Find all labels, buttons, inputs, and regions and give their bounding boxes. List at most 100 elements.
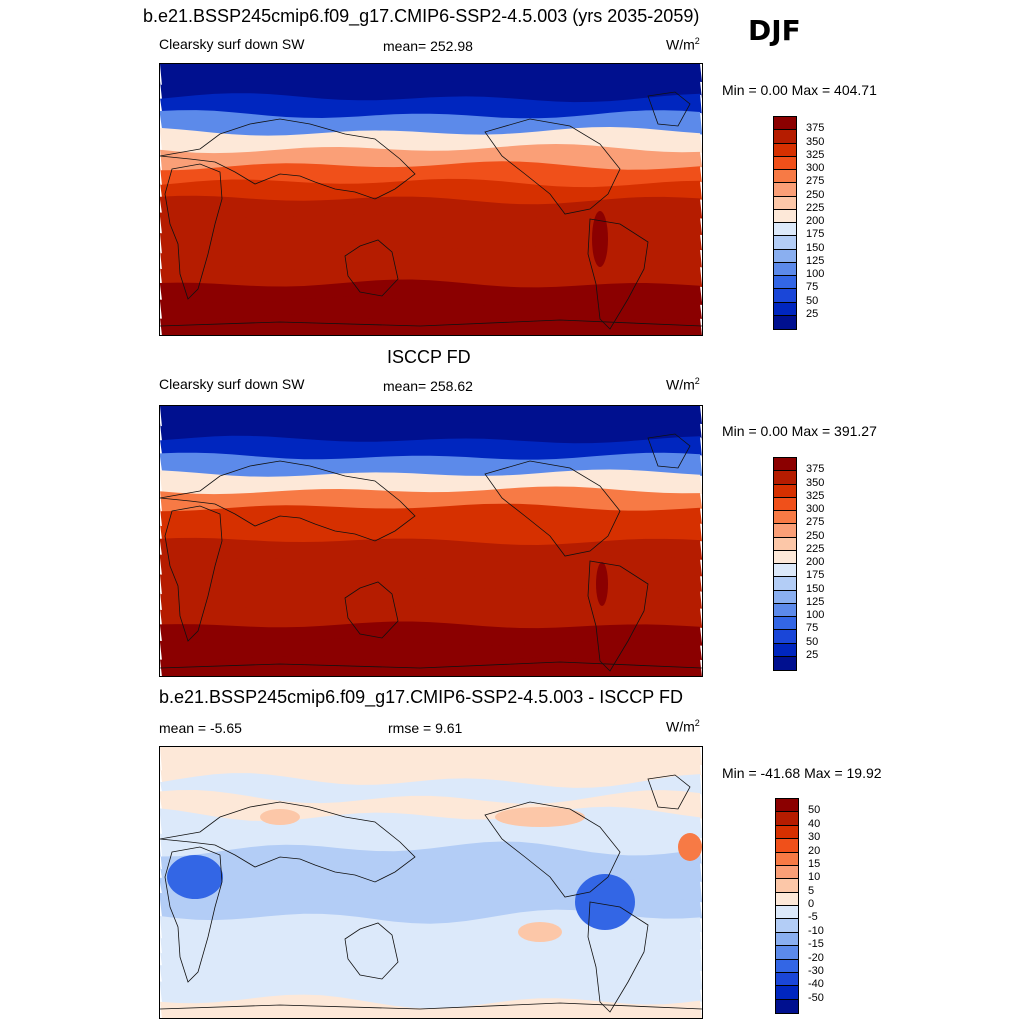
contour-band	[160, 537, 702, 563]
contour-band	[160, 655, 702, 676]
contour-band	[160, 469, 702, 496]
colorbar-swatch	[774, 497, 796, 511]
colorbar-swatch	[774, 276, 796, 290]
colorbar-tick-label: 225	[806, 542, 825, 555]
coastline	[484, 118, 621, 215]
panel3-rmse-label: rmse = 9.61	[388, 720, 463, 736]
colorbar-tick-label: -50	[808, 991, 824, 1004]
colorbar-tick-label: 175	[806, 228, 825, 241]
colorbar-tick-label: 10	[808, 871, 821, 884]
contour-band	[160, 638, 702, 664]
colorbar-swatch	[776, 825, 798, 840]
panel1-colorbar	[773, 116, 797, 330]
colorbar-tick-label: -40	[808, 978, 824, 991]
colorbar-swatch	[776, 932, 798, 947]
colorbar-tick-label: 5	[808, 884, 815, 897]
colorbar-tick-label: 325	[806, 148, 825, 161]
colorbar-tick-label: 175	[806, 569, 825, 582]
colorbar-tick-label: 15	[808, 857, 821, 870]
coastline	[160, 118, 416, 200]
contour-band	[160, 419, 702, 445]
contour-band	[160, 144, 702, 172]
colorbar-swatch	[774, 130, 796, 144]
contour-band	[160, 756, 702, 789]
colorbar-swatch	[776, 946, 798, 960]
contour-band	[160, 110, 702, 137]
colorbar-tick-label: 25	[806, 648, 819, 661]
colorbar-tick-label: 50	[806, 294, 819, 307]
colorbar-swatch	[774, 537, 796, 551]
colorbar-swatch	[776, 812, 798, 826]
colorbar-swatch	[776, 865, 798, 880]
panel1-left-label: Clearsky surf down SW	[159, 36, 305, 52]
colorbar-swatch	[776, 839, 798, 853]
colorbar-tick-label: 375	[806, 122, 825, 135]
contour-band	[160, 604, 702, 630]
colorbar-swatch	[776, 986, 798, 1000]
coastline	[344, 239, 399, 297]
panel3-minmax: Min = -41.68 Max = 19.92	[722, 765, 882, 781]
colorbar-tick-label: -15	[808, 938, 824, 951]
anomaly-patch	[167, 855, 223, 899]
colorbar-swatch	[774, 590, 796, 604]
colorbar-swatch	[774, 262, 796, 276]
panel3-mean-label: mean = -5.65	[159, 720, 242, 736]
colorbar-swatch	[774, 289, 796, 303]
colorbar-tick-label: 250	[806, 529, 825, 542]
anomaly-patch	[260, 809, 300, 825]
colorbar-tick-label: 20	[808, 844, 821, 857]
coastline	[164, 163, 223, 300]
panel1-minmax: Min = 0.00 Max = 404.71	[722, 82, 877, 98]
contour-band	[160, 245, 702, 272]
colorbar-swatch	[774, 564, 796, 578]
coastline	[164, 846, 223, 983]
colorbar-swatch	[774, 471, 796, 485]
coastline	[587, 901, 649, 1013]
contour-band	[160, 571, 702, 596]
colorbar-tick-label: 150	[806, 582, 825, 595]
panel2-minmax: Min = 0.00 Max = 391.27	[722, 423, 877, 439]
colorbar-swatch	[774, 143, 796, 157]
anomaly-patch	[575, 874, 635, 930]
anomaly-patch	[592, 211, 608, 267]
colorbar-swatch	[774, 156, 796, 170]
colorbar-swatch	[774, 617, 796, 631]
figure-title: b.e21.BSSP245cmip6.f09_g17.CMIP6-SSP2-4.…	[143, 6, 700, 26]
colorbar-swatch	[774, 511, 796, 525]
panel3-map	[159, 746, 703, 1019]
colorbar-swatch	[776, 892, 798, 906]
coastline	[160, 801, 416, 883]
coastline	[647, 433, 691, 469]
colorbar-tick-label: 300	[806, 503, 825, 515]
colorbar-swatch	[774, 249, 796, 263]
anomaly-patch	[495, 807, 585, 827]
colorbar-swatch	[776, 906, 798, 920]
contour-band	[160, 93, 702, 120]
colorbar-tick-label: 100	[806, 609, 825, 621]
anomaly-patch	[678, 833, 702, 861]
colorbar-tick-label: 0	[808, 898, 815, 910]
contour-band	[160, 587, 702, 613]
coastline	[160, 1002, 702, 1010]
colorbar-tick-label: -20	[808, 951, 824, 964]
colorbar-swatch	[774, 603, 796, 617]
colorbar-swatch	[774, 458, 796, 472]
contour-band	[160, 229, 702, 256]
colorbar-swatch	[774, 209, 796, 223]
coastline	[484, 801, 621, 898]
colorbar-swatch	[774, 550, 796, 564]
colorbar-swatch	[774, 236, 796, 250]
anomaly-patch	[518, 922, 562, 942]
contour-band	[160, 161, 702, 189]
colorbar-swatch	[774, 315, 796, 329]
colorbar-tick-label: -30	[808, 964, 824, 977]
contour-band	[160, 892, 702, 925]
colorbar-tick-label: 350	[806, 135, 825, 148]
colorbar-tick-label: 125	[806, 595, 825, 608]
contour-band	[160, 314, 702, 335]
colorbar-swatch	[776, 799, 798, 813]
coastline	[647, 774, 691, 810]
colorbar-tick-label: 100	[806, 268, 825, 280]
colorbar-tick-label: 300	[806, 162, 825, 174]
panel2-contour-map	[160, 406, 702, 676]
